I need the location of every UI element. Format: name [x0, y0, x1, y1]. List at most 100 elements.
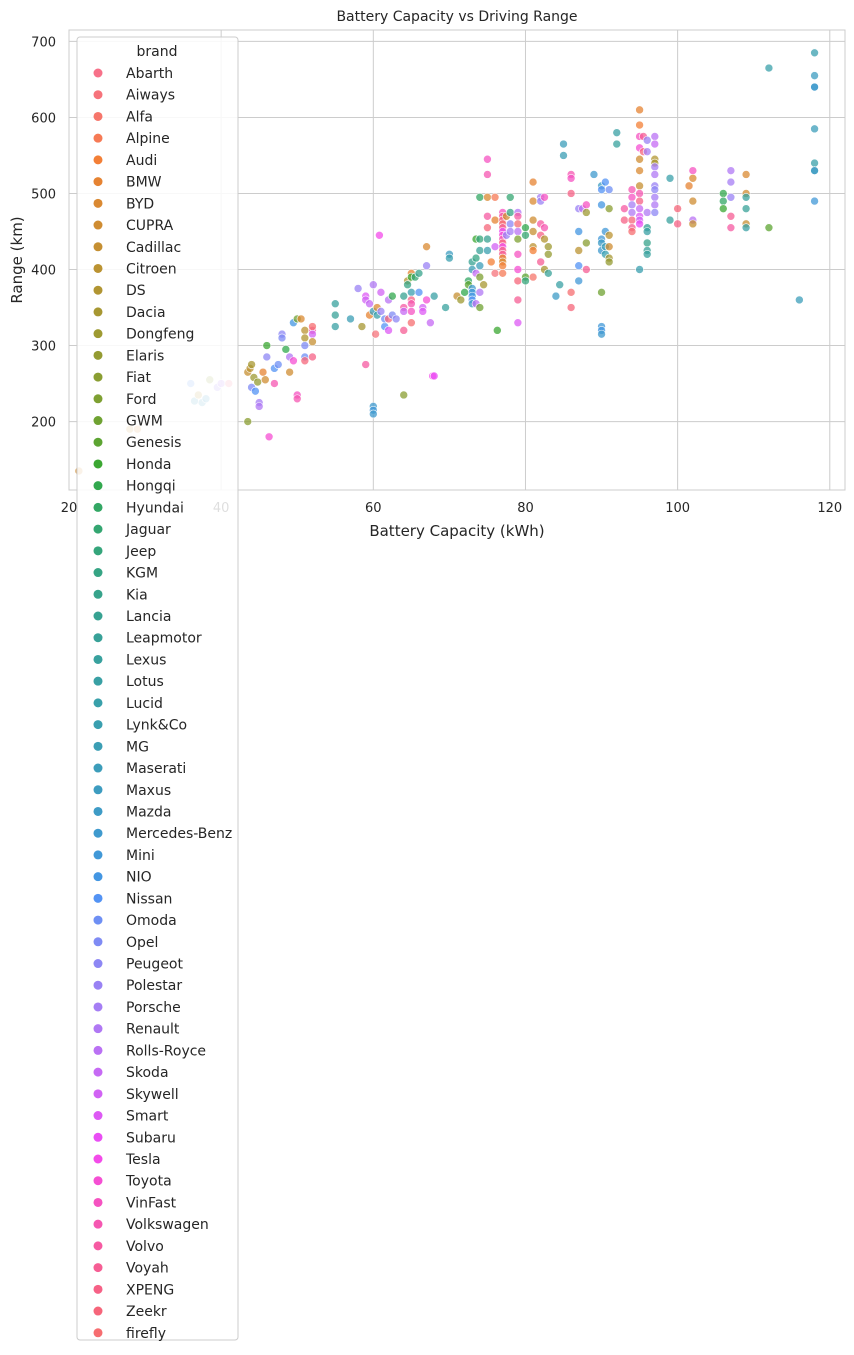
- legend-marker: [93, 698, 103, 708]
- data-point: [635, 265, 644, 274]
- data-point: [264, 432, 274, 442]
- data-point: [273, 360, 283, 369]
- legend-item-label: Omoda: [126, 913, 177, 929]
- data-point: [650, 162, 660, 172]
- legend-marker: [93, 915, 103, 925]
- data-point: [300, 326, 310, 335]
- data-point: [490, 192, 500, 202]
- data-point: [521, 230, 530, 240]
- data-point: [528, 177, 538, 187]
- y-tick-label: 200: [31, 416, 56, 431]
- data-point: [460, 288, 469, 297]
- data-point: [308, 352, 317, 362]
- data-point: [330, 299, 340, 309]
- data-point: [376, 288, 386, 297]
- data-point: [559, 151, 568, 160]
- legend-item-label: KGM: [126, 566, 158, 582]
- legend-marker: [93, 1284, 103, 1294]
- data-point: [479, 280, 488, 290]
- data-point: [642, 227, 652, 236]
- data-point: [521, 276, 530, 286]
- data-point: [718, 189, 728, 198]
- data-point: [528, 246, 538, 255]
- legend-item-label: Opel: [126, 935, 158, 951]
- data-point: [296, 314, 306, 324]
- legend-item-label: Ford: [126, 392, 157, 408]
- legend-marker: [93, 611, 103, 621]
- legend-marker: [93, 459, 103, 469]
- legend-marker: [93, 394, 103, 404]
- data-point: [422, 295, 431, 305]
- data-point: [559, 139, 568, 149]
- data-point: [604, 185, 614, 194]
- data-point: [620, 204, 629, 213]
- legend-item-label: Lexus: [126, 652, 166, 668]
- legend-marker: [93, 68, 103, 78]
- data-point: [673, 204, 682, 213]
- data-point: [513, 211, 523, 221]
- legend-marker: [93, 872, 103, 882]
- data-point: [566, 288, 576, 297]
- data-point: [407, 288, 416, 297]
- data-point: [483, 192, 492, 202]
- legend-item-label: Zeekr: [126, 1304, 167, 1320]
- legend-marker: [93, 980, 103, 990]
- data-point: [635, 189, 644, 198]
- data-point: [810, 158, 819, 168]
- data-point: [513, 234, 523, 244]
- legend-item-label: Skoda: [126, 1065, 169, 1081]
- legend: brand Abarth Aiways Alfa Alpine Audi BMW BYD CU…: [76, 36, 239, 1342]
- legend-item-label: Volkswagen: [126, 1217, 209, 1233]
- data-point: [627, 192, 637, 202]
- data-point: [521, 223, 530, 232]
- legend-item-label: Subaru: [126, 1130, 176, 1146]
- legend-item-label: BYD: [126, 196, 154, 212]
- data-point: [642, 135, 652, 145]
- data-point: [361, 360, 371, 369]
- data-point: [566, 173, 576, 183]
- data-point: [650, 132, 660, 141]
- data-point: [540, 223, 549, 232]
- data-point: [475, 246, 485, 255]
- legend-marker: [93, 828, 103, 838]
- data-point: [365, 299, 374, 309]
- data-point: [688, 166, 698, 175]
- legend-marker: [93, 676, 103, 686]
- data-point: [403, 280, 412, 290]
- legend-marker: [93, 1045, 103, 1055]
- data-point: [300, 333, 310, 343]
- legend-item-label: Dacia: [126, 305, 166, 321]
- data-point: [650, 139, 660, 149]
- legend-title: brand: [137, 44, 178, 60]
- data-point: [620, 215, 629, 225]
- data-point: [764, 63, 774, 73]
- legend-marker: [93, 416, 103, 426]
- data-point: [445, 253, 454, 263]
- legend-item-label: Honda: [126, 457, 171, 473]
- data-point: [493, 326, 502, 335]
- legend-marker: [93, 1132, 103, 1142]
- data-point: [483, 246, 492, 255]
- data-point: [441, 303, 450, 312]
- data-point: [254, 402, 264, 411]
- data-point: [601, 177, 610, 187]
- legend-item-label: Smart: [126, 1109, 169, 1125]
- legend-item-label: Citroen: [126, 261, 177, 277]
- legend-marker: [93, 481, 103, 491]
- data-point: [258, 367, 268, 377]
- legend-item-label: Alpine: [126, 131, 170, 147]
- data-point: [741, 223, 751, 232]
- data-point: [513, 295, 523, 305]
- data-point: [513, 249, 523, 259]
- data-point: [810, 166, 819, 175]
- data-point: [810, 48, 819, 58]
- legend-item-label: Alfa: [126, 109, 153, 125]
- data-point: [384, 326, 393, 335]
- legend-item-label: Genesis: [126, 435, 181, 451]
- data-point: [330, 322, 340, 331]
- legend-item-label: Volvo: [126, 1239, 164, 1255]
- data-point: [673, 219, 682, 229]
- legend-marker: [93, 763, 103, 773]
- legend-item-label: Renault: [126, 1022, 180, 1038]
- data-point: [528, 227, 538, 236]
